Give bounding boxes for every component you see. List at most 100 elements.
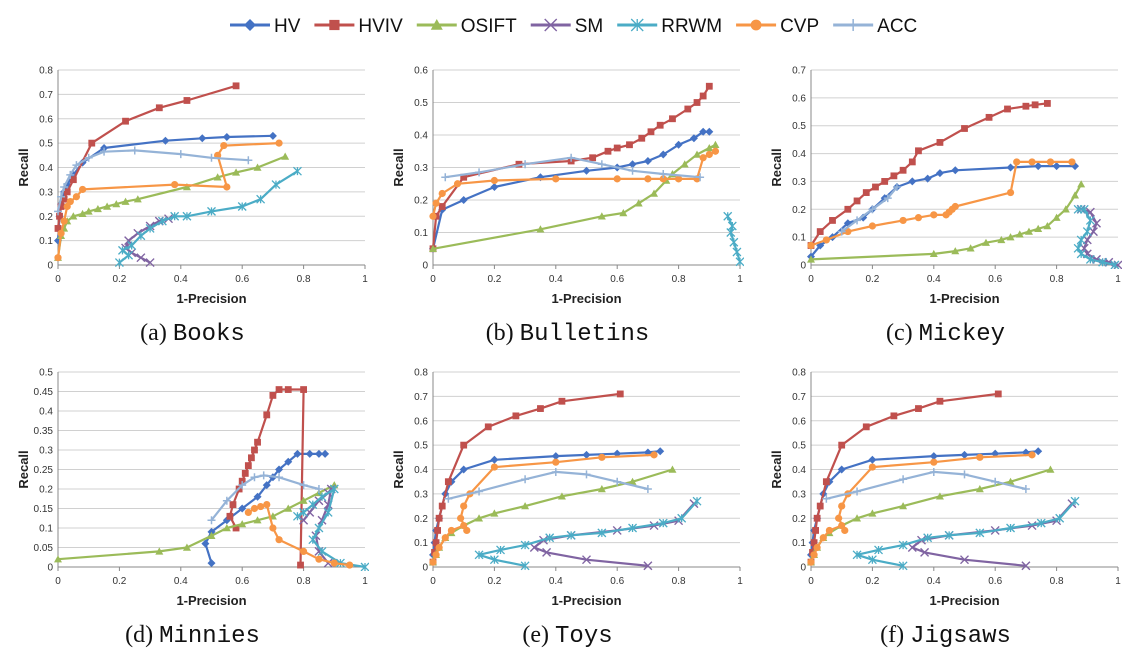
data-point [735, 257, 744, 267]
y-tick-label: 0.6 [792, 416, 806, 427]
data-point [1068, 158, 1076, 166]
data-point [293, 449, 302, 458]
data-point [853, 487, 862, 496]
data-point [459, 465, 468, 474]
legend-item: HV [230, 16, 301, 37]
data-point [293, 166, 302, 176]
data-point [57, 229, 65, 237]
legend-item: HVIV [314, 16, 403, 37]
data-point [699, 127, 708, 136]
data-point [484, 423, 492, 431]
data-point [93, 204, 102, 213]
data-point [263, 411, 271, 419]
data-point [582, 470, 591, 479]
x-axis-title: 1-Precision [176, 593, 246, 608]
legend-marker [847, 19, 860, 31]
data-point [329, 484, 339, 494]
data-point [459, 196, 468, 204]
data-point [222, 524, 231, 532]
y-tick-label: 0.3 [39, 187, 53, 198]
series-cvp [244, 501, 354, 569]
legend-svg: HV HVIV OSIFT SM RRWM CVP ACC [230, 16, 917, 37]
data-point [253, 163, 262, 171]
data-point [314, 449, 323, 458]
y-axis-title: Recall [16, 450, 31, 488]
legend-marker [430, 19, 443, 30]
series-osift [54, 481, 339, 563]
data-point [136, 253, 146, 263]
data-point [432, 199, 440, 207]
chart-panel-toys: 0 0.1 0.2 0.3 0.4 0.5 0.6 0.7 0.8 0 0.2 0.4 0.6 0.8 1 1… [385, 360, 750, 610]
data-point [557, 492, 566, 500]
data-point [66, 198, 74, 206]
data-point [529, 543, 539, 552]
data-point [1015, 230, 1024, 238]
data-point [628, 160, 637, 169]
data-point [244, 462, 252, 469]
data-point [650, 189, 659, 197]
x-tick-label: 1 [362, 576, 368, 587]
data-point [1046, 465, 1055, 473]
caption-name: Minnies [159, 623, 260, 650]
data-point [133, 195, 142, 203]
data-point [810, 539, 818, 547]
data-point [822, 478, 830, 486]
series-line [809, 468, 1051, 563]
x-tick-label: 0.8 [297, 274, 311, 285]
data-point [275, 536, 283, 544]
y-tick-label: 0.6 [39, 114, 53, 125]
data-point [308, 500, 318, 510]
legend-label: HVIV [358, 16, 403, 37]
data-point [438, 189, 446, 198]
y-tick-label: 0.6 [792, 93, 806, 104]
data-point [981, 238, 990, 246]
data-point [118, 245, 127, 255]
data-point [961, 125, 968, 132]
data-point [207, 531, 216, 539]
series-sm [907, 499, 1077, 571]
data-point [72, 161, 81, 170]
data-point [890, 412, 898, 420]
data-point [1022, 102, 1030, 110]
y-tick-label: 0.2 [792, 205, 806, 216]
data-point [628, 477, 637, 485]
data-point [275, 139, 283, 147]
data-point [669, 115, 676, 123]
data-point [460, 173, 468, 181]
data-point [616, 390, 624, 398]
data-point [226, 512, 234, 520]
data-point [853, 197, 861, 205]
data-point [944, 530, 954, 540]
data-point [1076, 235, 1086, 245]
data-point [250, 504, 259, 513]
chart-svg: 0 0.1 0.2 0.3 0.4 0.5 0.6 0 0.2 0.4 0.6 0.8 1 1-Preci… [391, 66, 744, 306]
data-point [582, 555, 591, 565]
data-point [299, 507, 309, 517]
legend-item: ACC [833, 16, 917, 37]
series-acc [441, 153, 705, 182]
series-cvp [807, 158, 1076, 250]
data-point [566, 530, 576, 540]
data-point [644, 175, 652, 183]
data-point [1110, 260, 1120, 269]
data-point [997, 235, 1006, 244]
data-point [263, 501, 271, 509]
data-point [275, 386, 283, 393]
data-point [136, 231, 146, 241]
series-osift [429, 140, 720, 252]
data-point [253, 492, 262, 501]
x-tick-label: 0.2 [865, 576, 879, 587]
data-point [1079, 204, 1089, 214]
data-point [975, 485, 984, 493]
data-point [157, 216, 167, 226]
data-point [155, 547, 164, 555]
y-tick-label: 0.3 [414, 489, 428, 500]
data-point [677, 513, 687, 523]
data-point [100, 147, 109, 156]
y-axis-title: Recall [16, 148, 31, 186]
y-tick-label: 0 [422, 563, 428, 574]
data-point [732, 247, 742, 257]
data-point [1098, 257, 1108, 267]
plot-area [54, 82, 302, 268]
data-point [257, 502, 265, 511]
